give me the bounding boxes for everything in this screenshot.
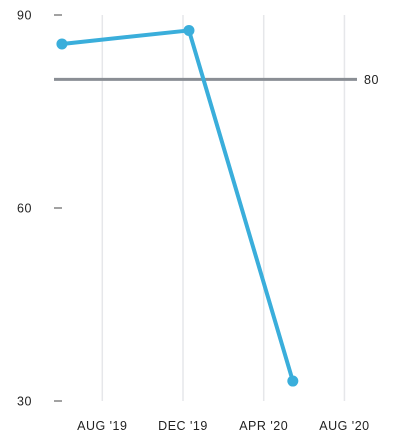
data-point xyxy=(56,38,68,50)
x-tick-label: DEC '19 xyxy=(158,419,208,433)
x-tick-label: AUG '20 xyxy=(319,419,369,433)
y-tick-label: 60 xyxy=(17,202,32,216)
x-tick-label: AUG '19 xyxy=(77,419,127,433)
series-line xyxy=(59,28,295,384)
x-tick-label: APR '20 xyxy=(239,419,288,433)
data-point xyxy=(183,24,195,36)
y-axis: 30 60 90 xyxy=(17,9,62,409)
vertical-grid xyxy=(101,15,346,401)
x-axis: AUG '19 DEC '19 APR '20 AUG '20 xyxy=(77,419,369,433)
series-group xyxy=(56,24,299,387)
y-tick-label: 30 xyxy=(17,395,32,409)
data-point xyxy=(287,375,299,387)
y-tick-label: 90 xyxy=(17,9,32,23)
reference-line-label: 80 xyxy=(364,73,379,87)
